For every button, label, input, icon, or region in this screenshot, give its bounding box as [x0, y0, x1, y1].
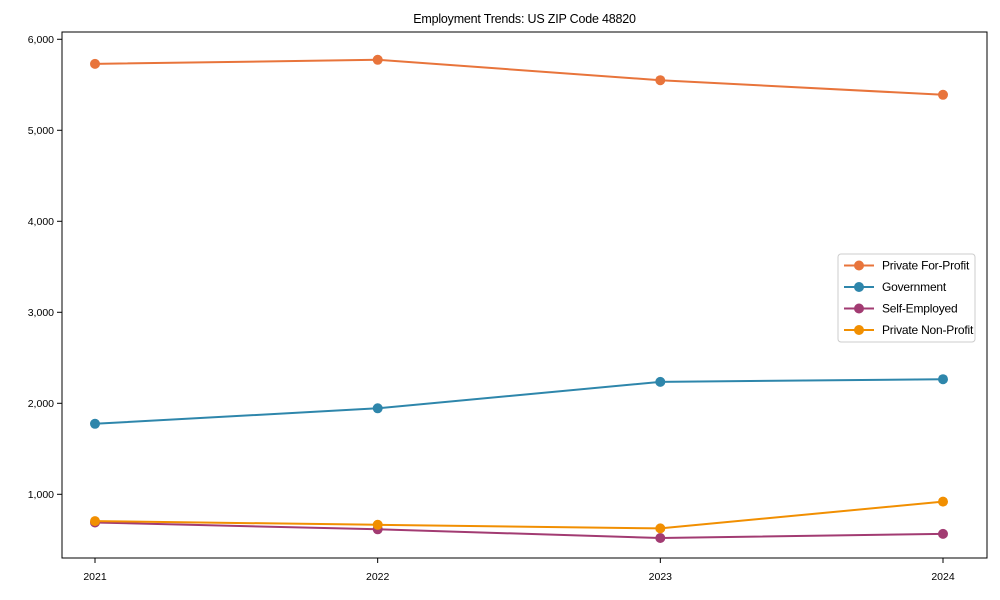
y-tick-label: 6,000 — [28, 34, 54, 46]
point-private-for-profit-2021 — [90, 58, 100, 69]
y-tick-label: 1,000 — [28, 489, 54, 501]
y-tick-label: 4,000 — [28, 216, 54, 228]
point-private-non-profit-2021 — [90, 516, 100, 527]
line-government — [94, 378, 944, 425]
y-tick-label: 5,000 — [28, 125, 54, 137]
point-self-employed-2023 — [655, 533, 666, 543]
y-tick-label: 3,000 — [28, 307, 54, 319]
legend-marker-government — [854, 282, 864, 292]
x-tick-label: 2023 — [649, 571, 673, 583]
legend-box — [837, 253, 976, 343]
point-government-2024 — [938, 374, 948, 385]
y-tick-label: 2,000 — [28, 398, 54, 410]
legend-label-private-for-profit: Private For-Profit — [882, 259, 970, 273]
legend-label-government: Government — [882, 280, 947, 294]
legend-label-private-non-profit: Private Non-Profit — [882, 323, 974, 337]
legend-marker-self-employed — [854, 303, 864, 314]
x-tick-label: 2022 — [366, 571, 390, 583]
line-private-non-profit — [94, 500, 944, 530]
point-private-non-profit-2024 — [938, 496, 948, 507]
chart-title: Employment Trends: US ZIP Code 48820 — [413, 12, 636, 26]
plot-border — [61, 31, 988, 559]
point-private-for-profit-2024 — [938, 89, 948, 100]
x-tick-label: 2021 — [83, 571, 107, 583]
legend-marker-private-for-profit — [854, 260, 864, 271]
point-government-2021 — [90, 418, 100, 429]
point-private-non-profit-2023 — [655, 523, 666, 534]
legend-label-self-employed: Self-Employed — [882, 302, 957, 316]
point-self-employed-2024 — [938, 528, 948, 539]
point-private-for-profit-2022 — [372, 54, 383, 65]
point-government-2023 — [655, 376, 666, 387]
point-private-for-profit-2023 — [655, 75, 666, 86]
line-self-employed — [94, 521, 944, 540]
point-private-non-profit-2022 — [372, 519, 383, 530]
line-private-for-profit — [94, 58, 944, 96]
legend-marker-private-non-profit — [854, 325, 864, 335]
x-tick-label: 2024 — [931, 571, 955, 583]
point-government-2022 — [372, 403, 383, 414]
